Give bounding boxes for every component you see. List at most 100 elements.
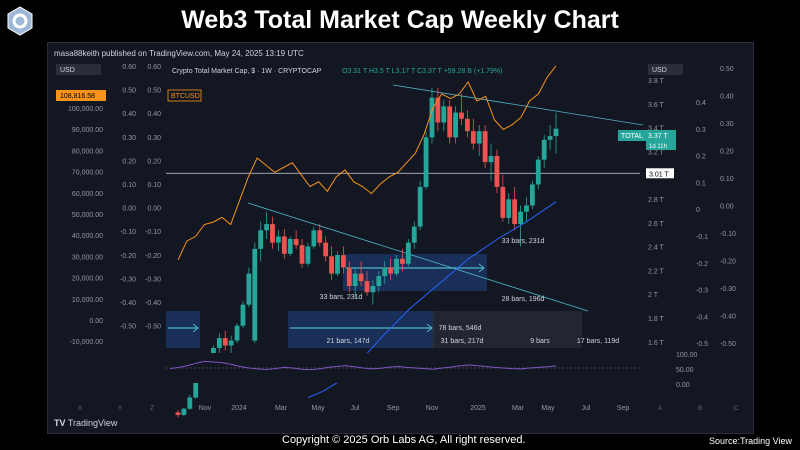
currency-left: USD bbox=[60, 67, 75, 74]
candle-body bbox=[506, 199, 512, 218]
left-axis-b-tick: -0.20 bbox=[145, 253, 161, 260]
left-axis-b-tick: 0.20 bbox=[147, 158, 161, 165]
btc-price-label: 108,816.58 bbox=[60, 93, 95, 100]
left-axis-a-tick: 0.10 bbox=[122, 182, 136, 189]
right-inner-tick: -0.3 bbox=[696, 288, 708, 295]
candle-body bbox=[465, 118, 470, 132]
right-main-tick: 1.8 T bbox=[648, 316, 665, 323]
range-box-2 bbox=[288, 311, 434, 348]
left-axis-b-tick: 0.50 bbox=[147, 88, 161, 95]
axis-letter: X bbox=[78, 406, 82, 412]
left-axis-a-tick: -0.40 bbox=[120, 300, 136, 307]
total-time-badge bbox=[646, 141, 676, 150]
candle-body bbox=[175, 412, 181, 415]
candle-body bbox=[317, 230, 323, 243]
candle-body bbox=[240, 304, 246, 326]
bars-annotation: 28 bars, 196d bbox=[502, 296, 545, 303]
trend-line-2 bbox=[392, 84, 644, 126]
candle-body bbox=[258, 230, 264, 249]
left-price-tick: -10,000.00 bbox=[70, 339, 104, 346]
candle-body bbox=[476, 131, 482, 144]
candle-body bbox=[252, 248, 258, 341]
right-inner-tick: 0.1 bbox=[696, 180, 706, 187]
candle-body bbox=[358, 273, 364, 282]
axis-letter: Y bbox=[118, 406, 122, 412]
right-outer-tick: 0.20 bbox=[720, 149, 734, 156]
bars-annotation: 78 bars, 546d bbox=[439, 325, 482, 332]
left-axis-b-tick: -0.30 bbox=[145, 276, 161, 283]
x-tick: May bbox=[311, 405, 325, 412]
bars-annotation: 33 bars, 231d bbox=[502, 238, 545, 245]
right-inner-tick: -0.1 bbox=[696, 234, 708, 241]
x-tick: Sep bbox=[387, 405, 400, 412]
left-axis-b-tick: 0.30 bbox=[147, 135, 161, 142]
left-axis-b-tick: -0.50 bbox=[145, 324, 161, 331]
candle-body bbox=[281, 236, 287, 254]
right-main-tick: 3.8 T bbox=[648, 78, 665, 85]
tradingview-brand: TV TradingView bbox=[54, 418, 118, 428]
rsi-tick: 0.00 bbox=[676, 382, 690, 389]
left-axis-a-tick: 0.50 bbox=[122, 88, 136, 95]
candle-body bbox=[494, 155, 500, 187]
candle-body bbox=[299, 245, 305, 264]
candle-body bbox=[382, 267, 388, 277]
candle-body bbox=[216, 338, 222, 348]
bars-annotation: 21 bars, 147d bbox=[327, 338, 370, 345]
candle-body bbox=[547, 136, 553, 140]
axis-letter: B bbox=[698, 406, 702, 412]
candle-body bbox=[435, 97, 441, 123]
currency-right-box bbox=[648, 64, 683, 75]
range-arrowhead bbox=[478, 263, 485, 273]
candle-body bbox=[394, 258, 399, 274]
candle-body bbox=[270, 224, 275, 243]
total-value: 3.37 T bbox=[648, 133, 668, 140]
left-axis-a-tick: -0.20 bbox=[120, 253, 136, 260]
left-price-tick: 70,000.00 bbox=[72, 170, 103, 177]
bars-annotation: 17 bars, 119d bbox=[577, 338, 619, 345]
candle-body bbox=[388, 267, 394, 274]
chart-symbol: Crypto Total Market Cap, $ · 1W · CRYPTO… bbox=[172, 68, 322, 75]
candle-body bbox=[187, 397, 193, 409]
level-badge bbox=[646, 168, 674, 179]
source-text: Source:Trading View bbox=[708, 436, 792, 446]
x-tick: Jul bbox=[351, 405, 360, 412]
candle-body bbox=[311, 230, 317, 247]
orb-logo-icon bbox=[7, 6, 33, 36]
btc-price-box bbox=[56, 90, 106, 101]
range-box-4 bbox=[432, 311, 538, 348]
left-price-tick: 60,000.00 bbox=[72, 191, 103, 198]
candle-body bbox=[329, 256, 334, 274]
copyright-text: Copyright © 2025 Orb Labs AG, All right … bbox=[282, 434, 526, 446]
btc-line bbox=[177, 65, 557, 261]
bars-annotation: 33 bars, 231d bbox=[320, 294, 363, 301]
left-price-tick: 90,000.00 bbox=[72, 127, 103, 134]
x-tick: May bbox=[541, 405, 555, 412]
left-axis-a-tick: 0.20 bbox=[122, 158, 136, 165]
chart-svg: Crypto Total Market Cap, $ · 1W · CRYPTO… bbox=[56, 63, 739, 418]
candle-body bbox=[376, 276, 382, 287]
candle-body bbox=[228, 340, 234, 346]
right-inner-tick: -0.5 bbox=[696, 341, 708, 348]
x-tick: Mar bbox=[512, 405, 525, 412]
candle-body bbox=[453, 112, 458, 138]
left-price-tick: 10,000.00 bbox=[72, 297, 103, 304]
left-axis-a-tick: 0.30 bbox=[122, 135, 136, 142]
candle-body bbox=[335, 255, 340, 274]
candle-body bbox=[181, 408, 187, 415]
candle-body bbox=[482, 131, 488, 163]
candle-body bbox=[364, 281, 370, 293]
candle-body bbox=[423, 137, 429, 187]
rsi-line bbox=[169, 360, 557, 371]
right-inner-tick: 0.2 bbox=[696, 154, 706, 161]
left-axis-b-tick: 0.40 bbox=[147, 111, 161, 118]
total-time: 1d 11h bbox=[649, 144, 667, 150]
candle-body bbox=[193, 375, 199, 398]
candle-body bbox=[346, 267, 352, 287]
candle-body bbox=[470, 131, 476, 144]
candle-body bbox=[405, 242, 411, 264]
left-axis-b-tick: -0.10 bbox=[145, 229, 161, 236]
right-outer-tick: -0.10 bbox=[720, 231, 736, 238]
left-axis-b-tick: -0.40 bbox=[145, 300, 161, 307]
range-box-5 bbox=[538, 311, 582, 348]
right-inner-tick: -0.2 bbox=[696, 261, 708, 268]
